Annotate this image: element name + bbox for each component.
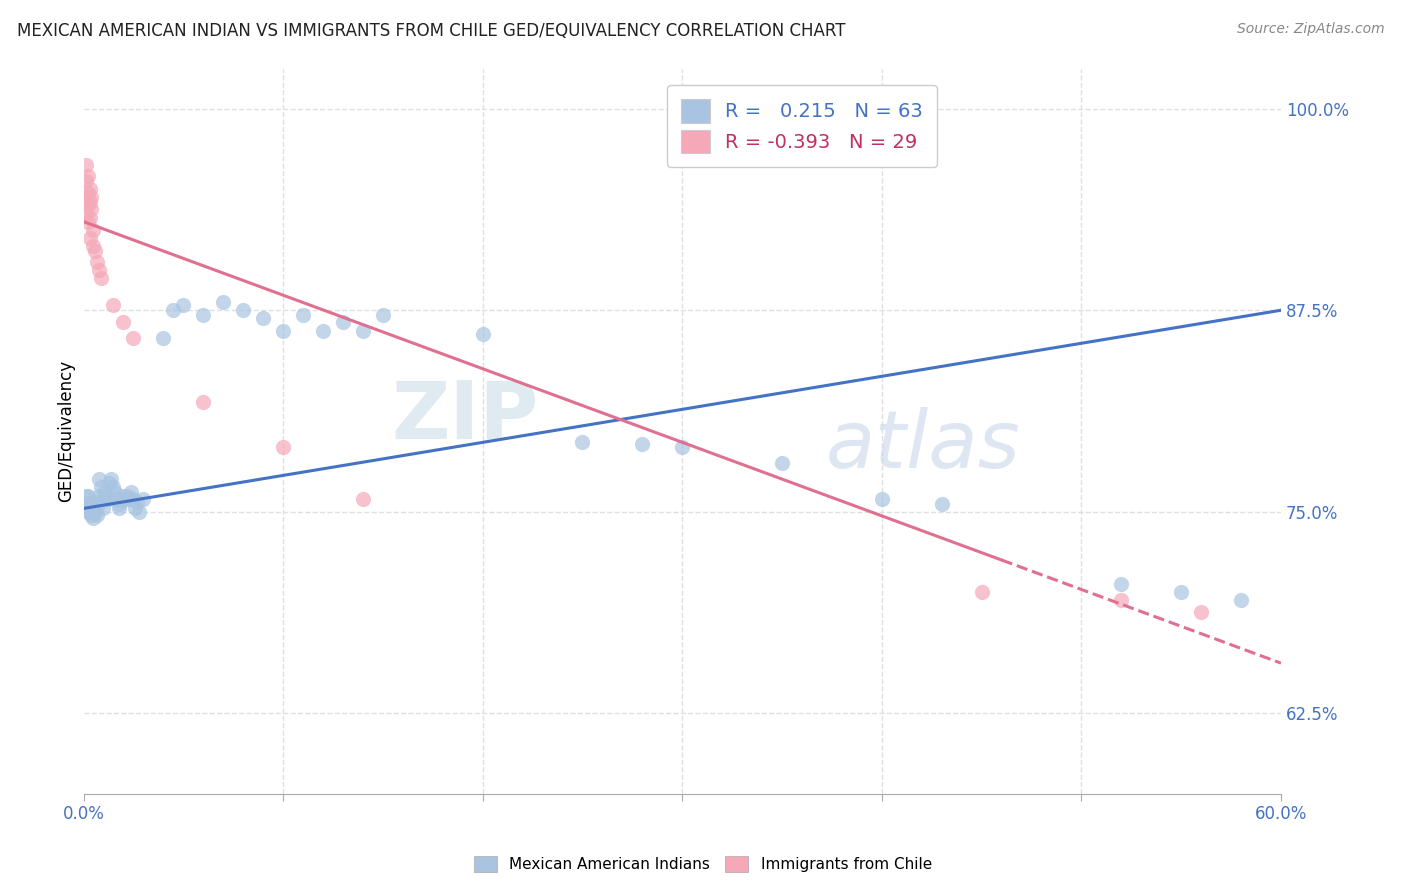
Point bbox=[76, 505, 98, 519]
Point bbox=[352, 324, 374, 338]
Point bbox=[79, 211, 101, 226]
Point bbox=[82, 501, 104, 516]
Point bbox=[117, 489, 139, 503]
Point bbox=[193, 308, 215, 322]
Point bbox=[312, 324, 335, 338]
Text: MEXICAN AMERICAN INDIAN VS IMMIGRANTS FROM CHILE GED/EQUIVALENCY CORRELATION CHA: MEXICAN AMERICAN INDIAN VS IMMIGRANTS FR… bbox=[17, 22, 845, 40]
Point bbox=[132, 491, 155, 506]
Point bbox=[292, 308, 315, 322]
Legend: R =   0.215   N = 63, R = -0.393   N = 29: R = 0.215 N = 63, R = -0.393 N = 29 bbox=[666, 86, 936, 167]
Point bbox=[103, 298, 125, 312]
Point bbox=[162, 303, 184, 318]
Point bbox=[86, 500, 108, 514]
Point bbox=[120, 485, 142, 500]
Point bbox=[232, 303, 254, 318]
Text: ZIP: ZIP bbox=[391, 377, 538, 456]
Point bbox=[80, 497, 103, 511]
Point bbox=[75, 158, 97, 172]
Point bbox=[108, 501, 131, 516]
Point bbox=[80, 202, 103, 216]
Point bbox=[152, 331, 174, 345]
Text: atlas: atlas bbox=[825, 407, 1021, 484]
Point bbox=[103, 481, 125, 495]
Point bbox=[212, 295, 235, 310]
Point bbox=[128, 505, 150, 519]
Point bbox=[84, 495, 107, 509]
Point bbox=[86, 508, 108, 522]
Point bbox=[118, 491, 141, 506]
Point bbox=[127, 495, 149, 509]
Point bbox=[124, 501, 146, 516]
Point bbox=[271, 324, 294, 338]
Point bbox=[112, 314, 135, 328]
Point bbox=[104, 485, 127, 500]
Point bbox=[98, 475, 121, 490]
Point bbox=[100, 472, 122, 486]
Point bbox=[271, 440, 294, 454]
Point bbox=[80, 508, 103, 522]
Point bbox=[631, 437, 654, 451]
Point bbox=[98, 491, 121, 506]
Point bbox=[89, 472, 111, 486]
Point bbox=[80, 190, 103, 204]
Point bbox=[172, 298, 194, 312]
Point bbox=[471, 327, 494, 342]
Point bbox=[332, 314, 354, 328]
Point bbox=[90, 481, 112, 495]
Point bbox=[79, 182, 101, 196]
Point bbox=[79, 505, 101, 519]
Point bbox=[84, 244, 107, 258]
Point bbox=[76, 214, 98, 228]
Point bbox=[931, 497, 953, 511]
Point bbox=[75, 174, 97, 188]
Point bbox=[112, 489, 135, 503]
Point bbox=[1170, 585, 1192, 599]
Point bbox=[107, 491, 129, 506]
Point bbox=[82, 239, 104, 253]
Point bbox=[90, 271, 112, 285]
Point bbox=[1230, 593, 1253, 607]
Point bbox=[75, 190, 97, 204]
Point bbox=[89, 489, 111, 503]
Point bbox=[1189, 605, 1212, 619]
Point bbox=[94, 485, 117, 500]
Point bbox=[76, 186, 98, 200]
Point bbox=[75, 497, 97, 511]
Point bbox=[75, 489, 97, 503]
Point bbox=[193, 395, 215, 409]
Point bbox=[84, 506, 107, 520]
Y-axis label: GED/Equivalency: GED/Equivalency bbox=[58, 360, 75, 502]
Point bbox=[76, 198, 98, 212]
Point bbox=[352, 491, 374, 506]
Point bbox=[1111, 577, 1133, 591]
Point bbox=[76, 169, 98, 184]
Point bbox=[79, 231, 101, 245]
Point bbox=[252, 311, 274, 326]
Point bbox=[108, 497, 131, 511]
Point bbox=[76, 489, 98, 503]
Point bbox=[970, 585, 993, 599]
Point bbox=[122, 331, 145, 345]
Point bbox=[82, 222, 104, 236]
Point bbox=[1111, 593, 1133, 607]
Point bbox=[75, 206, 97, 220]
Point bbox=[110, 491, 132, 506]
Point bbox=[671, 440, 693, 454]
Point bbox=[114, 491, 136, 506]
Point bbox=[870, 491, 893, 506]
Point bbox=[86, 255, 108, 269]
Point bbox=[770, 456, 793, 470]
Point bbox=[371, 308, 394, 322]
Point bbox=[79, 497, 101, 511]
Text: Source: ZipAtlas.com: Source: ZipAtlas.com bbox=[1237, 22, 1385, 37]
Point bbox=[93, 491, 115, 506]
Legend: Mexican American Indians, Immigrants from Chile: Mexican American Indians, Immigrants fro… bbox=[467, 848, 939, 880]
Point bbox=[571, 435, 593, 450]
Point bbox=[122, 491, 145, 506]
Point bbox=[79, 195, 101, 210]
Point bbox=[89, 263, 111, 277]
Point bbox=[96, 491, 118, 506]
Point bbox=[93, 501, 115, 516]
Point bbox=[82, 511, 104, 525]
